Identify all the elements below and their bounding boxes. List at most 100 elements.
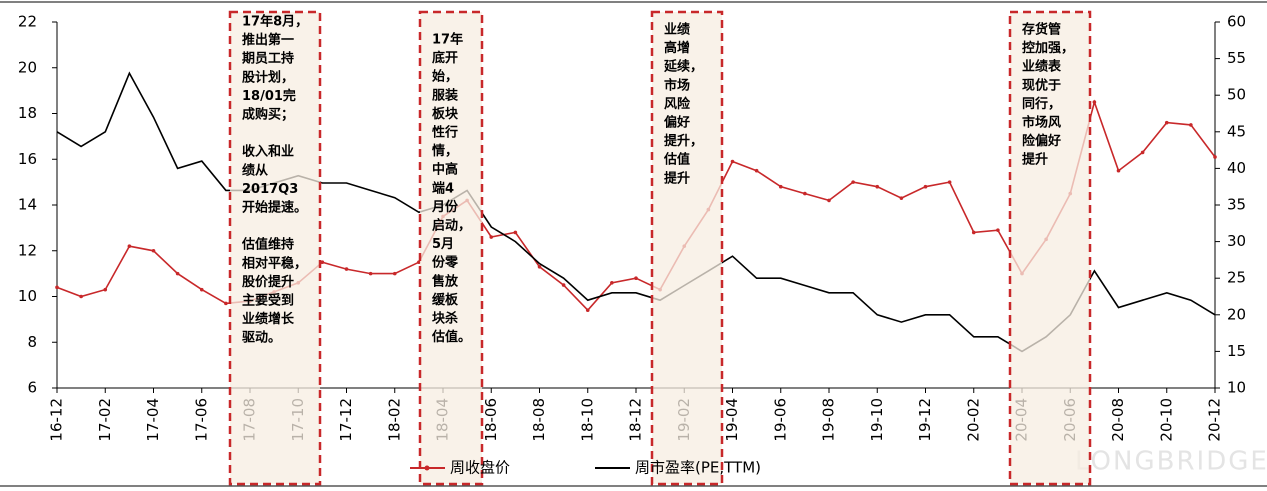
y-tick-label: 12: [18, 241, 37, 259]
x-tick-label: 20-08: [1109, 398, 1127, 442]
point: [1116, 168, 1121, 173]
annotation-text: 险偏好: [1022, 133, 1061, 149]
point: [224, 301, 228, 306]
annotation-text: 售放: [432, 273, 459, 289]
y2-tick-label: 50: [1227, 86, 1246, 104]
annotation-text: 块杀: [432, 311, 458, 327]
annotation-text: 端4: [432, 180, 454, 196]
y2-tick-label: 30: [1227, 232, 1246, 250]
x-tick-label: 17-06: [192, 398, 210, 442]
annotation-text: 控加强，: [1022, 40, 1074, 56]
annotation-text: 底开: [432, 50, 458, 66]
annotation-text: 启动，: [432, 218, 471, 234]
annotation-text: 2017Q3: [242, 182, 298, 197]
x-tick-label: 17-04: [144, 398, 162, 442]
x-tick-label: 19-12: [916, 398, 934, 442]
annotation-text: 市场: [664, 77, 690, 93]
point: [803, 191, 807, 196]
annotation-text: 驱动。: [242, 331, 281, 346]
annotation-text: 股计划，: [242, 69, 294, 85]
point: [199, 287, 204, 292]
annotation-text: 延续，: [663, 59, 703, 75]
point: [368, 271, 373, 276]
annotation-box: [418, 10, 484, 486]
point: [151, 248, 156, 253]
annotation-text: 17年8月，: [242, 14, 308, 30]
annotation-text: 18/01完: [242, 88, 296, 104]
point: [827, 198, 831, 203]
annotation-text: 期员工持: [242, 51, 294, 67]
y2-tick-label: 25: [1227, 269, 1246, 287]
point: [55, 285, 59, 290]
annotation-text: 业绩表: [1022, 59, 1062, 75]
x-tick-label: 17-12: [337, 398, 355, 442]
x-tick-label: 18-10: [578, 398, 596, 442]
x-tick-label: 19-08: [820, 398, 838, 442]
y2-tick-label: 55: [1227, 49, 1246, 67]
annotation-text: 存货管: [1022, 22, 1061, 38]
annotation-text: 板块: [432, 106, 459, 122]
annotation-text: 同行，: [1022, 96, 1061, 112]
x-tick-label: 20-02: [964, 398, 982, 442]
x-tick-label: 16-12: [48, 398, 66, 442]
annotation-text: 偏好: [664, 115, 690, 131]
x-tick-label: 19-06: [771, 398, 789, 442]
x-tick-label: 18-02: [385, 398, 403, 442]
point: [175, 271, 180, 276]
y2-tick-label: 35: [1227, 196, 1246, 214]
point: [1164, 120, 1169, 125]
point: [899, 196, 904, 200]
point: [103, 287, 108, 292]
x-tick-label: 19-10: [868, 398, 886, 442]
y-tick-label: 8: [27, 333, 37, 351]
point: [79, 294, 83, 299]
point: [754, 168, 759, 173]
y-tick-label: 16: [18, 150, 37, 168]
point: [537, 264, 542, 269]
point: [996, 228, 1000, 232]
y2-tick-label: 45: [1227, 122, 1246, 140]
legend-label: 周市盈率(PE,TTM): [635, 459, 761, 477]
annotation-text: 中高: [432, 162, 458, 178]
y2-tick-label: 10: [1227, 379, 1246, 397]
watermark: LONGBRIDGE: [1075, 447, 1267, 477]
annotation-box: [1008, 10, 1092, 486]
y2-tick-label: 20: [1227, 305, 1246, 323]
annotation-text: 风险: [664, 96, 691, 112]
x-tick-label: 18-06: [482, 398, 500, 442]
point: [851, 180, 855, 184]
annotation-text: 现优于: [1022, 77, 1061, 93]
annotation-text: 相对平稳，: [242, 255, 307, 271]
annotation-text: 估值维持: [241, 237, 294, 253]
point: [778, 184, 783, 189]
annotation-text: 推出第一: [242, 32, 294, 48]
point: [489, 235, 494, 239]
annotation-text: 业绩: [664, 22, 690, 38]
y-tick-label: 6: [27, 379, 37, 397]
x-tick-label: 18-08: [530, 398, 548, 442]
annotation-text: 服装: [432, 87, 458, 103]
annotation-text: 份零: [432, 255, 459, 271]
y-tick-label: 20: [18, 58, 37, 76]
annotation-text: 缓板: [432, 292, 459, 308]
y-tick-label: 10: [18, 287, 37, 305]
y-tick-label: 22: [18, 13, 37, 31]
annotation-text: 绩从: [242, 162, 268, 178]
point: [730, 159, 735, 164]
point: [1189, 123, 1193, 127]
annotation-text: 高增: [664, 40, 690, 56]
point: [971, 230, 976, 235]
annotation-text: 成购买；: [242, 107, 294, 123]
point: [513, 230, 518, 235]
point: [1213, 155, 1217, 159]
y2-tick-label: 40: [1227, 159, 1246, 177]
point: [127, 244, 132, 248]
annotation-text: 开始提速。: [242, 200, 307, 216]
point: [634, 276, 638, 281]
annotation-text: 5月: [432, 237, 454, 252]
x-tick-label: 17-02: [96, 398, 114, 442]
x-tick-label: 19-04: [723, 398, 741, 442]
annotation-box: [650, 10, 724, 486]
annotation-text: 17年: [432, 32, 463, 48]
